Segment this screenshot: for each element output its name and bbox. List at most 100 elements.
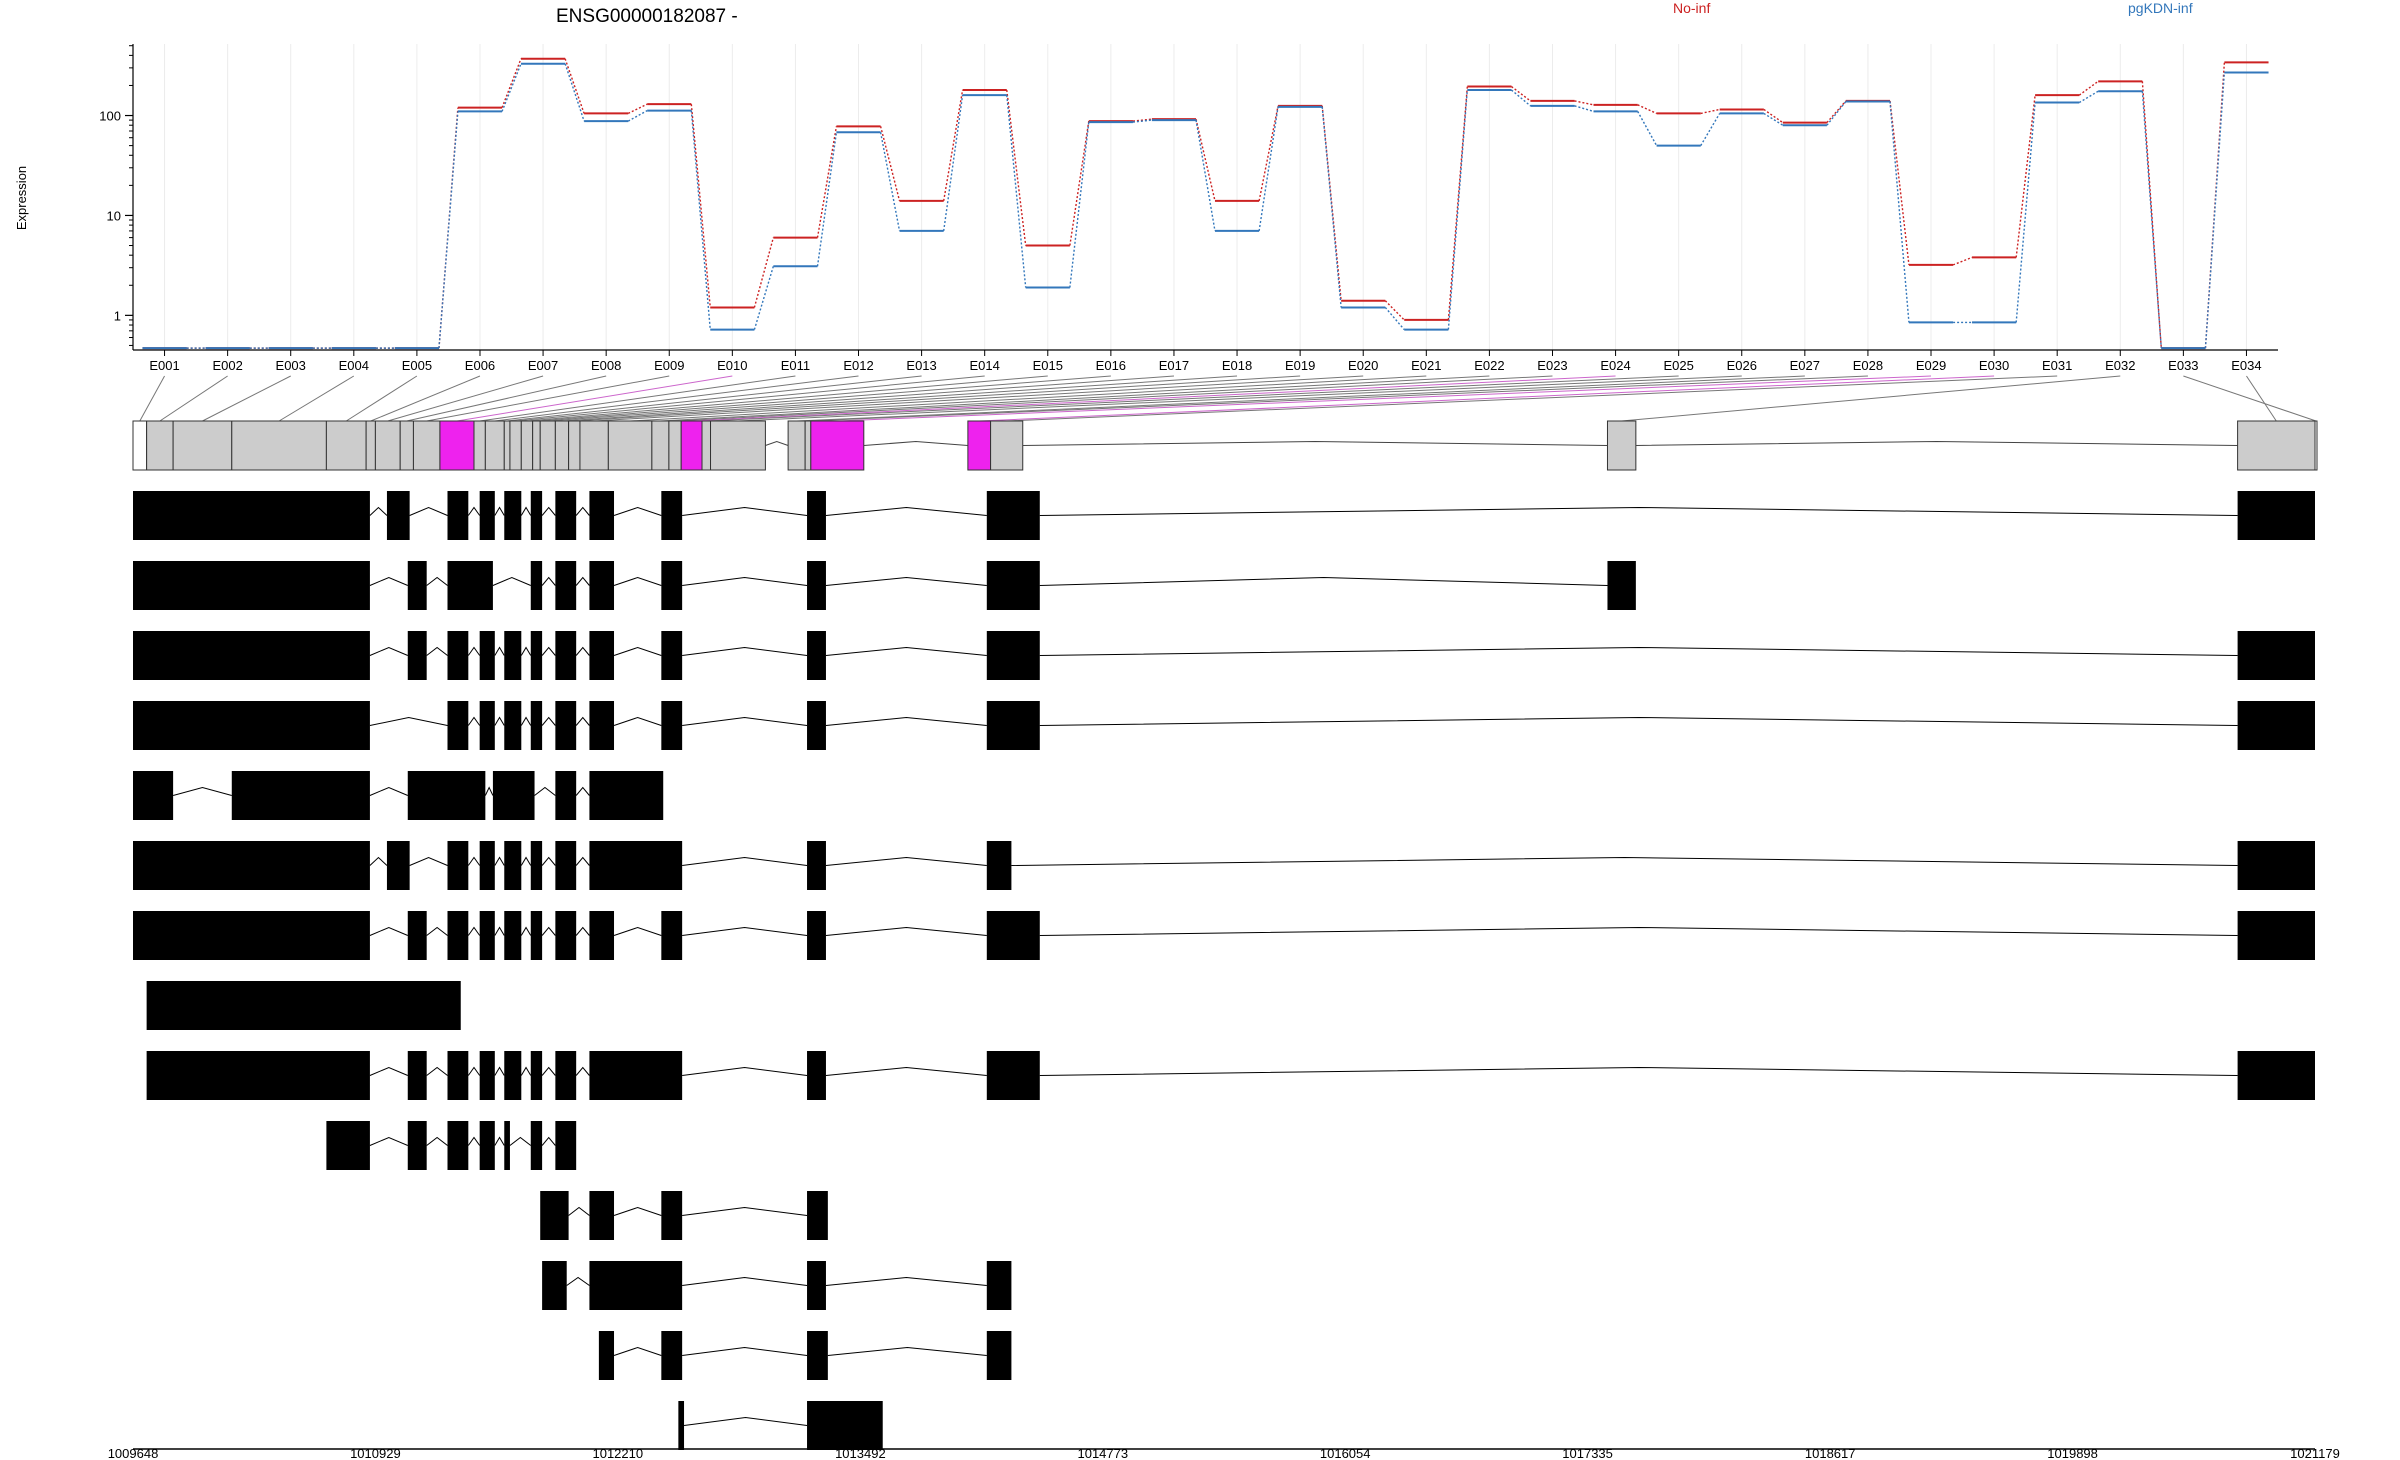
transcript-exon <box>542 1261 567 1310</box>
series-lines <box>142 57 2269 350</box>
transcript-exon <box>504 631 522 680</box>
exon-connector <box>2246 375 2277 422</box>
y-tick-label: 10 <box>107 208 121 223</box>
transcript-row <box>146 1051 2315 1100</box>
genomic-tick-label: 1013492 <box>835 1446 886 1460</box>
x-tick-label: E003 <box>276 358 306 373</box>
transcript-exon <box>326 1121 370 1170</box>
transcript-exon <box>555 841 577 890</box>
transcript-exon <box>2237 841 2315 890</box>
series-connector <box>1447 89 1469 330</box>
transcript-exon <box>447 561 493 610</box>
transcript-intron <box>683 1416 808 1426</box>
transcript-intron <box>613 926 662 936</box>
transcript-intron <box>1039 926 2238 936</box>
x-tick-label: E031 <box>2042 358 2072 373</box>
series-connector <box>501 63 522 112</box>
series-connector <box>1006 95 1027 288</box>
exon-connector <box>737 375 1742 422</box>
transcript-row <box>146 981 461 1030</box>
exon-bin <box>374 420 401 471</box>
transcript-exon <box>555 701 577 750</box>
transcript-intron <box>825 506 987 516</box>
transcript-exon <box>146 1051 370 1100</box>
x-tick-label: E015 <box>1033 358 1063 373</box>
transcript-exon <box>986 631 1040 680</box>
series-connector <box>627 103 648 115</box>
exon-connector <box>515 375 985 422</box>
transcript-intron <box>509 1136 532 1146</box>
transcript-intron <box>682 646 808 656</box>
x-tick-label: E030 <box>1979 358 2009 373</box>
transcript-exon <box>986 911 1040 960</box>
series-connector <box>501 58 522 108</box>
series-connector <box>1826 100 1847 124</box>
exon-connector <box>979 375 1995 422</box>
transcript-exon <box>479 631 495 680</box>
x-tick-label: E009 <box>654 358 684 373</box>
exon-bin <box>399 420 414 471</box>
exon-connector <box>426 375 670 422</box>
transcript-intron <box>520 646 532 656</box>
transcript-exon <box>589 911 615 960</box>
exon-connector <box>456 375 733 422</box>
exon-intron-line <box>765 440 789 446</box>
chart-title: ENSG00000182087 - <box>556 6 738 27</box>
x-tick-label: E034 <box>2231 358 2261 373</box>
exon-connector <box>574 375 1301 422</box>
transcript-row <box>133 911 2315 960</box>
series-pgkdn-inf <box>142 62 2269 350</box>
exon-bin <box>554 420 570 471</box>
transcript-row <box>133 491 2315 540</box>
transcript-intron <box>369 1066 408 1076</box>
series-connector <box>564 63 585 122</box>
exon-bin <box>710 420 766 471</box>
transcript-intron <box>369 716 448 726</box>
transcript-intron <box>409 856 448 866</box>
transcript-exon <box>661 701 683 750</box>
series-connector <box>1952 256 1973 266</box>
x-tick-label: E020 <box>1348 358 1378 373</box>
transcript-intron <box>825 576 987 586</box>
series-connector <box>879 126 901 202</box>
exon-bin <box>579 420 609 471</box>
x-tick-label: E029 <box>1916 358 1946 373</box>
exon-bin <box>804 420 812 471</box>
exon-connector <box>159 375 228 422</box>
exon-connector <box>139 375 165 422</box>
transcript-intron <box>520 1066 532 1076</box>
transcript-exon <box>807 491 826 540</box>
transcript-intron <box>1039 716 2238 726</box>
transcript-intron <box>369 646 408 656</box>
genomic-tick-label: 1010929 <box>350 1446 401 1460</box>
x-tick-label: E007 <box>528 358 558 373</box>
transcript-exon <box>407 1121 427 1170</box>
series-connector <box>942 95 964 232</box>
transcript-exon <box>133 841 370 890</box>
x-tick-label: E033 <box>2168 358 2198 373</box>
series-connector <box>1700 108 1720 115</box>
transcript-exon <box>530 841 543 890</box>
transcript-exon <box>986 1261 1012 1310</box>
transcript-exon <box>407 561 427 610</box>
series-connector <box>1321 106 1342 308</box>
exon-bin <box>651 420 670 471</box>
exon-bin <box>532 420 541 471</box>
series-connector <box>1574 100 1594 106</box>
transcript-intron <box>494 1136 505 1146</box>
exon-bin <box>484 420 505 471</box>
x-tick-label: E001 <box>149 358 179 373</box>
x-tick-label: E023 <box>1537 358 1567 373</box>
series-connector <box>942 89 964 201</box>
transcript-intron <box>575 576 590 586</box>
transcript-intron <box>467 926 481 936</box>
exon-track <box>132 420 2318 471</box>
transcript-intron <box>825 646 987 656</box>
transcript-exon <box>447 701 469 750</box>
transcript-row <box>540 1191 828 1240</box>
transcript-intron <box>520 716 532 726</box>
transcript-exon <box>504 1051 522 1100</box>
transcript-intron <box>541 576 556 586</box>
x-tick-label: E021 <box>1411 358 1441 373</box>
